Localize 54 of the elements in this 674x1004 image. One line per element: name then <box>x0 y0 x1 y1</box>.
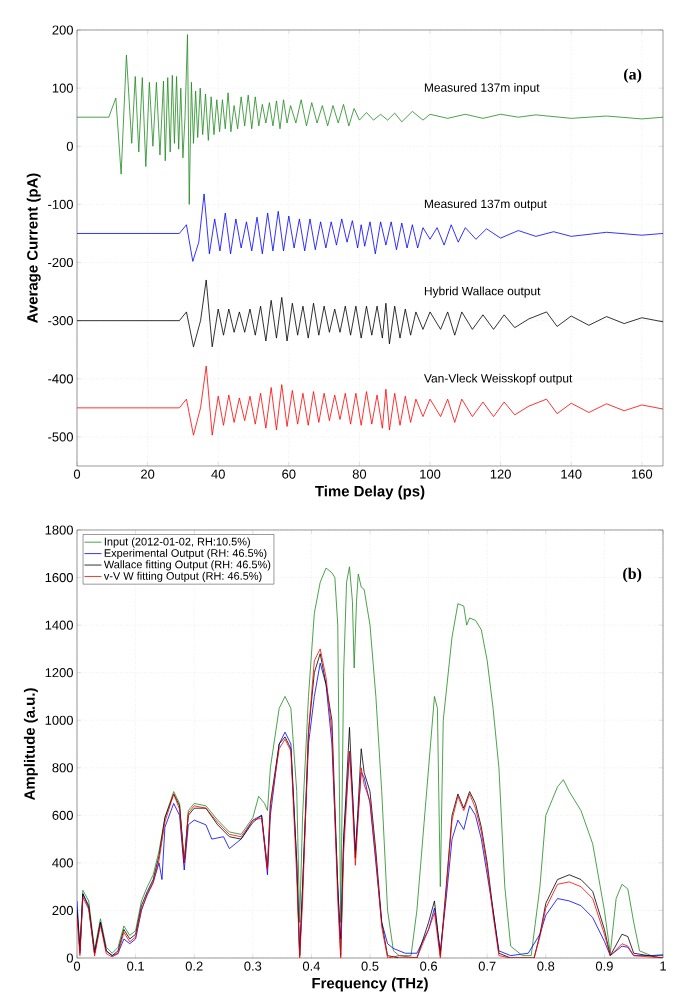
x-axis-title: Time Delay (ps) <box>315 485 425 500</box>
x-tick-label: 0.1 <box>127 961 144 971</box>
x-tick-label: 1 <box>660 961 666 971</box>
series-label: Van-Vleck Weisskopf output <box>423 373 573 385</box>
x-tick-label: 0.8 <box>537 961 555 971</box>
y-tick-label: 0 <box>66 953 73 963</box>
series-label: Measured 137m input <box>424 83 540 95</box>
x-tick-label: 0.2 <box>185 961 203 971</box>
x-tick-label: 0 <box>73 961 81 971</box>
y-tick-label: -100 <box>48 199 73 209</box>
y-tick-label: 400 <box>52 858 73 868</box>
y-tick-label: 200 <box>52 905 73 916</box>
y-tick-label: 1000 <box>45 715 73 725</box>
y-axis-title: Amplitude (a.u.) <box>23 688 38 801</box>
y-tick-label: 1200 <box>45 668 73 678</box>
x-tick-label: 40 <box>211 469 225 479</box>
x-tick-label: 160 <box>632 469 653 479</box>
x-tick-label: 0.7 <box>478 961 496 971</box>
y-tick-label: 600 <box>52 810 73 820</box>
x-tick-label: 140 <box>561 469 582 479</box>
x-tick-label: 0.3 <box>244 961 262 971</box>
legend-label: Input (2012-01-02, RH:10.5%) <box>104 537 250 548</box>
y-tick-label: 1800 <box>45 525 73 535</box>
x-tick-label: 20 <box>141 469 155 479</box>
legend-label: Experimental Output (RH: 46.5%) <box>104 548 267 560</box>
x-tick-label: 120 <box>490 469 511 479</box>
x-axis-title: Frequency (THz) <box>312 977 428 992</box>
y-tick-label: -500 <box>48 432 73 442</box>
line-series <box>77 365 664 436</box>
y-tick-label: 100 <box>52 83 73 93</box>
x-tick-label: 0.4 <box>302 961 321 971</box>
series-label: Measured 137m output <box>424 199 547 211</box>
x-tick-label: 100 <box>420 469 441 479</box>
x-tick-label: 80 <box>352 469 367 479</box>
annotation: (b) <box>623 567 642 583</box>
x-tick-label: 0 <box>73 469 81 479</box>
x-tick-label: 0.9 <box>595 961 613 971</box>
y-tick-label: -300 <box>48 316 73 326</box>
x-tick-label: 0.5 <box>361 961 379 971</box>
y-tick-label: 1600 <box>45 572 73 583</box>
series-label: Hybrid Wallace output <box>424 286 541 298</box>
y-tick-label: 0 <box>66 141 73 151</box>
x-tick-label: 60 <box>282 469 296 479</box>
y-axis-title: Average Current (pA) <box>26 173 41 323</box>
y-tick-label: 200 <box>52 25 73 35</box>
line-series <box>77 193 664 262</box>
x-tick-label: 0.6 <box>420 961 438 971</box>
y-tick-label: -200 <box>48 257 73 268</box>
legend-label: Wallace fitting Output (RH: 46.5%) <box>103 560 271 571</box>
y-tick-label: 800 <box>52 763 73 773</box>
annotation: (a) <box>624 68 642 83</box>
y-tick-label: -400 <box>48 374 73 384</box>
y-tick-label: 1400 <box>45 620 73 630</box>
legend-label: v-V W fitting Output (RH: 46.5%) <box>103 571 262 582</box>
